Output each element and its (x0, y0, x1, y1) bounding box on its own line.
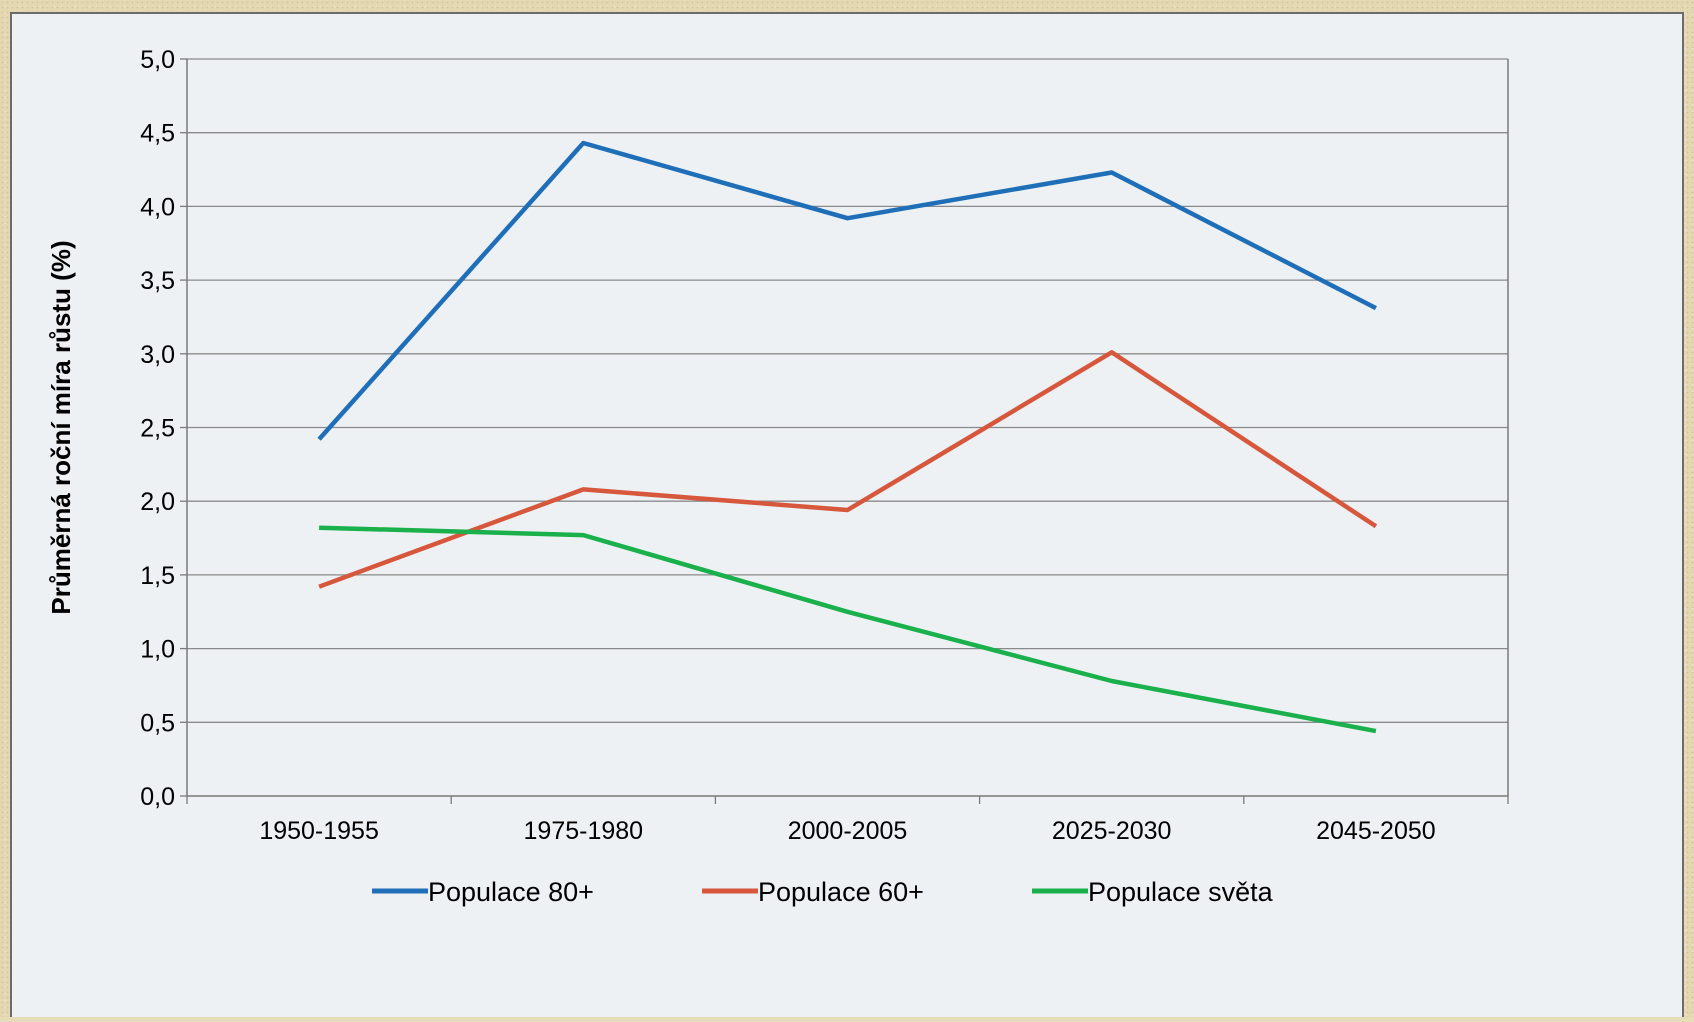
y-tick-label: 1,5 (140, 562, 175, 590)
series-lines (319, 143, 1376, 731)
legend-label: Populace světa (1088, 877, 1274, 907)
y-tick-label: 2,5 (140, 415, 175, 443)
y-tick-label: 3,0 (140, 341, 175, 369)
x-tick-label: 1975-1980 (524, 817, 644, 845)
y-tick-label: 1,0 (140, 636, 175, 664)
y-tick-label: 3,5 (140, 267, 175, 295)
series-line-1 (319, 143, 1376, 439)
legend: Populace 80+ Populace 60+ Populace světa (372, 877, 1274, 907)
y-tick-label: 2,0 (140, 488, 175, 516)
chart-panel: 0,0 0,5 1,0 1,5 2,0 2,5 3,0 3,5 4,0 4,5 5,0 1950-19… (10, 12, 1684, 1017)
line-chart: 0,0 0,5 1,0 1,5 2,0 2,5 3,0 3,5 4,0 4,5 5,0 1950-19… (12, 14, 1682, 1017)
y-tick-label: 5,0 (140, 46, 175, 74)
y-tick-label: 0,5 (140, 709, 175, 737)
y-tick-label: 4,5 (140, 120, 175, 148)
y-axis-title: Průměrná roční míra růstu (%) (46, 240, 76, 614)
series-line-3 (319, 528, 1376, 731)
legend-label: Populace 80+ (428, 877, 594, 907)
axes: 0,0 0,5 1,0 1,5 2,0 2,5 3,0 3,5 4,0 4,5 5,0 1950-19… (140, 46, 1508, 845)
x-tick-label: 2045-2050 (1316, 817, 1436, 845)
x-tick-label: 2000-2005 (788, 817, 908, 845)
gridlines (187, 59, 1508, 722)
legend-label: Populace 60+ (758, 877, 924, 907)
series-line-2 (319, 352, 1376, 586)
x-tick-label: 1950-1955 (259, 817, 379, 845)
y-tick-label: 0,0 (140, 783, 175, 811)
y-tick-label: 4,0 (140, 193, 175, 221)
x-tick-label: 2025-2030 (1052, 817, 1172, 845)
